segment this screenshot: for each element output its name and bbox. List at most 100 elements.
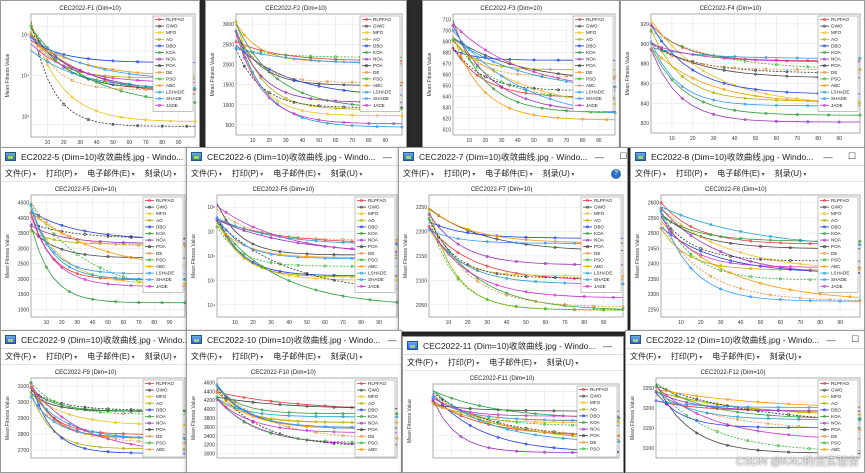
menu-email[interactable]: 电子邮件(E): [717, 168, 764, 179]
menu-file[interactable]: 文件(F): [635, 168, 666, 179]
series-marker: [45, 398, 48, 402]
maximize-button[interactable]: ☐: [619, 151, 627, 161]
viewer-window-f8[interactable]: EC2022-8 (Dim=10)收敛曲线.jpg - Windo... — ☐ 文件…: [630, 147, 865, 332]
menu-print[interactable]: 打印(P): [46, 168, 77, 179]
legend-marker: [158, 31, 161, 35]
menu-print[interactable]: 打印(P): [676, 168, 707, 179]
minimize-button[interactable]: —: [603, 340, 612, 351]
menu-burn[interactable]: 刻录(U): [547, 357, 579, 368]
legend-marker: [365, 44, 368, 48]
series-marker: [251, 260, 255, 264]
menu-burn[interactable]: 刻录(U): [775, 168, 807, 179]
series-marker: [144, 95, 148, 98]
menu-print[interactable]: 打印(P): [46, 351, 77, 362]
viewer-window-f6[interactable]: CEC2022-6 (Dim=10)收敛曲线.jpg - Windo...—☐文…: [186, 147, 402, 332]
menu-email[interactable]: 电子邮件(E): [87, 168, 134, 179]
series-marker: [722, 88, 726, 91]
viewer-window-f7[interactable]: CEC2022-7 (Dim=10)收敛曲线.jpg - Windo... — ☐ 文…: [398, 147, 628, 332]
legend-marker: [586, 218, 589, 222]
series-marker: [91, 273, 95, 277]
menu-email[interactable]: 电子邮件(E): [273, 168, 320, 179]
menu-email[interactable]: 电子邮件(E): [712, 351, 759, 362]
menu-burn[interactable]: 刻录(U): [331, 351, 363, 362]
maximize-button[interactable]: ☐: [620, 337, 624, 354]
menu-burn[interactable]: 刻录(U): [331, 168, 363, 179]
menu-file[interactable]: 文件(F): [191, 168, 222, 179]
chart-title: CEC2022-F6 (Dim=10): [253, 187, 315, 193]
menu-burn[interactable]: 刻录(U): [145, 351, 177, 362]
maximize-button[interactable]: ☐: [851, 334, 860, 344]
legend-marker: [158, 90, 161, 94]
series-marker: [739, 251, 743, 254]
menu-file[interactable]: 文件(F): [403, 168, 434, 179]
minimize-button[interactable]: —: [594, 151, 604, 162]
viewer-window-f10[interactable]: CEC2022-10 (Dim=10)收敛曲线.jpg - Windo...—☐…: [186, 330, 402, 473]
series-marker: [563, 303, 567, 306]
menu-file[interactable]: 文件(F): [5, 351, 36, 362]
menu-burn[interactable]: 刻录(U): [543, 168, 575, 179]
y-axis-label: Mean Fitness Value: [635, 234, 641, 278]
y-tick-label: 610: [443, 128, 452, 134]
convergence-chart: CEC2022-F3 (Dim=10) 710 700 690 680 670 660 650…: [423, 1, 619, 149]
viewer-window-f9[interactable]: CEC2022-9 (Dim=10)收敛曲线.jpg - Windo...—☐文…: [0, 330, 190, 473]
convergence-chart: CEC2022-F12 (Dim=10) 3250 3200 3150 3100 Mean…: [626, 365, 864, 472]
series-marker: [68, 422, 71, 426]
minimize-button[interactable]: —: [387, 334, 397, 345]
menu-file[interactable]: 文件(F): [191, 351, 222, 362]
menu-email[interactable]: 电子邮件(E): [273, 351, 320, 362]
legend-marker: [158, 77, 161, 81]
series-marker: [60, 415, 64, 419]
menu-file[interactable]: 文件(F): [5, 168, 36, 179]
series-marker: [341, 278, 345, 282]
legend-entry: ABC: [831, 264, 841, 269]
legend-marker: [823, 57, 826, 61]
series-marker: [798, 296, 802, 300]
viewer-window-f5[interactable]: EC2022-5 (Dim=10)收敛曲线.jpg - Windo...—☐文件…: [0, 147, 190, 332]
series-marker: [553, 245, 557, 249]
series-marker: [617, 416, 621, 420]
menu-file[interactable]: 文件(F): [407, 357, 438, 368]
minimize-button[interactable]: —: [826, 334, 836, 345]
menu-file[interactable]: 文件(F): [630, 351, 661, 362]
legend-marker: [578, 77, 581, 81]
legend-marker: [360, 218, 363, 222]
menu-print[interactable]: 打印(P): [232, 168, 263, 179]
legend-marker: [823, 238, 826, 242]
menu-burn[interactable]: 刻录(U): [145, 168, 177, 179]
menu-email[interactable]: 电子邮件(E): [87, 351, 134, 362]
series-line-pso: [216, 226, 397, 267]
menu-email[interactable]: 电子邮件(E): [485, 168, 532, 179]
series-marker: [532, 70, 536, 74]
x-tick-label: 10: [250, 138, 256, 144]
menu-print[interactable]: 打印(P): [448, 357, 479, 368]
series-marker: [332, 273, 336, 277]
legend-marker: [823, 51, 826, 54]
viewer-window-f11[interactable]: CEC2022-11 (Dim=10)收敛曲线.jpg - Windo...—☐…: [402, 336, 624, 473]
series-marker: [83, 447, 87, 450]
menu-email[interactable]: 电子邮件(E): [489, 357, 536, 368]
series-marker: [278, 235, 282, 238]
series-marker: [95, 109, 99, 113]
viewer-window-f1[interactable]: CEC2022-F1 (Dim=10) 10⁵ 10⁴ 10³ 10 20 30 40 50 60…: [0, 0, 200, 152]
x-tick-label: 70: [143, 140, 149, 146]
y-axis-label: Mean Fitness Value: [210, 52, 216, 96]
chart-title: CEC2022-F3 (Dim=10): [480, 6, 542, 12]
menu-print[interactable]: 打印(P): [671, 351, 702, 362]
viewer-window-f12[interactable]: CEC2022-12 (Dim=10)收敛曲线.jpg - Windo... — ☐…: [625, 330, 865, 473]
viewer-window-f3[interactable]: CEC2022-F3 (Dim=10) 710 700 690 680 670 660 650…: [422, 0, 620, 150]
series-marker: [563, 274, 567, 278]
viewer-window-f2[interactable]: CEC2022-F2 (Dim=10) 3000 2500 2000 1500 1000 5…: [205, 0, 407, 150]
series-marker: [260, 264, 264, 268]
series-marker: [459, 435, 463, 438]
viewer-window-f4[interactable]: CEC2022-F4 (Dim=10) 920 900 880 860 840 820 10 2…: [620, 0, 865, 148]
x-tick-label: 90: [176, 140, 182, 146]
maximize-button[interactable]: ☐: [847, 151, 857, 161]
minimize-button[interactable]: —: [823, 151, 833, 162]
menu-print[interactable]: 打印(P): [444, 168, 475, 179]
menu-burn[interactable]: 刻录(U): [770, 351, 802, 362]
series-marker: [350, 440, 354, 444]
help-icon[interactable]: ?: [611, 168, 621, 179]
minimize-button[interactable]: —: [382, 151, 392, 162]
legend-entry: AO: [831, 218, 838, 223]
menu-print[interactable]: 打印(P): [232, 351, 263, 362]
